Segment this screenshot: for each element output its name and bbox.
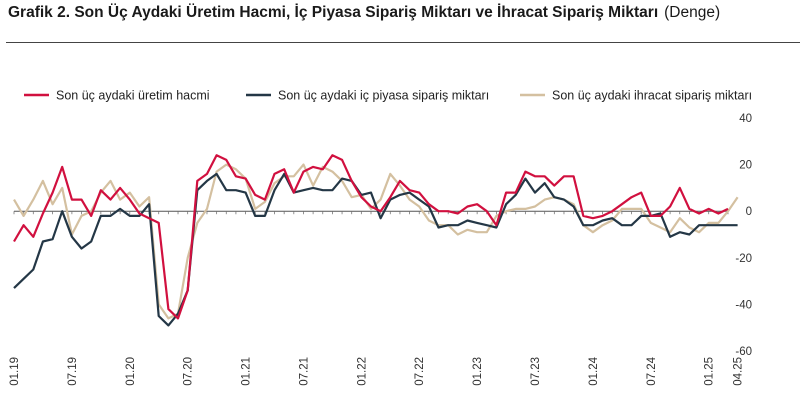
x-tick-label: 01.19: [9, 357, 21, 386]
chart-title: Grafik 2. Son Üç Aydaki Üretim Hacmi, İç…: [8, 4, 659, 21]
x-tick-label: 07.20: [183, 357, 195, 386]
y-tick-label: -20: [735, 253, 752, 265]
x-tick-label: 07.24: [646, 356, 658, 385]
chart-title-row: Grafik 2. Son Üç Aydaki Üretim Hacmi, İç…: [8, 4, 720, 22]
legend-item-ihracat-label: Son üç aydaki ihracat sipariş miktarı: [552, 89, 752, 103]
x-tick-label: 01.25: [704, 357, 716, 386]
series-ihracat-line: [13, 163, 739, 320]
title-divider: [6, 42, 800, 43]
series-ic-piyasa-line: [13, 172, 738, 327]
x-tick-label: 07.23: [530, 357, 542, 386]
x-tick-label: 01.20: [125, 357, 137, 386]
x-tick-label: 01.21: [241, 357, 253, 386]
y-tick-label: 0: [746, 206, 752, 218]
series-uretim-line: [13, 154, 729, 320]
chart-subtitle: (Denge): [664, 4, 721, 21]
y-tick-label: 20: [739, 160, 752, 172]
legend-item-ic-piyasa-label: Son üç aydaki iç piyasa sipariş miktarı: [278, 89, 489, 103]
x-tick-label: 07.22: [414, 357, 426, 386]
x-tick-label: 07.21: [298, 357, 310, 386]
x-tick-label: 07.19: [67, 357, 79, 386]
y-tick-label: -60: [735, 346, 752, 358]
x-tick-label: 01.22: [356, 357, 368, 386]
y-tick-label: 40: [739, 113, 752, 125]
x-tick-label: 01.23: [472, 357, 484, 386]
legend-item-uretim-label: Son üç aydaki üretim hacmi: [56, 89, 210, 103]
x-tick-label: 01.24: [588, 356, 600, 385]
x-tick-label: 04.25: [733, 357, 745, 386]
y-tick-label: -40: [735, 299, 752, 311]
